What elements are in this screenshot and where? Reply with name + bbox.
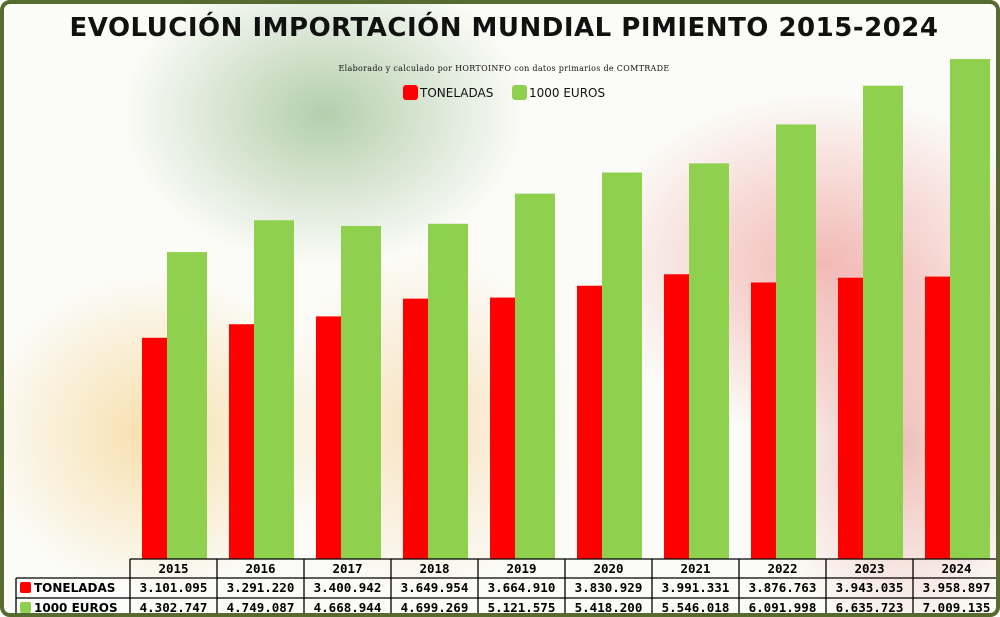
table-header-2020: 2020 <box>593 561 623 576</box>
table-cell-toneladas-2021: 3.991.331 <box>662 580 730 595</box>
table-header-2024: 2024 <box>941 561 971 576</box>
table-cell-toneladas-2022: 3.876.763 <box>749 580 817 595</box>
bar-euros-2017 <box>341 225 381 559</box>
table-header-2016: 2016 <box>245 561 275 576</box>
bar-euros-2016 <box>254 220 294 559</box>
table-cell-euros-2015: 4.302.747 <box>140 600 208 615</box>
legend-swatch-toneladas <box>403 85 418 100</box>
table-cell-euros-2022: 6.091.998 <box>749 600 817 615</box>
table-cell-toneladas-2024: 3.958.897 <box>923 580 991 595</box>
table-header-2019: 2019 <box>506 561 536 576</box>
bar-euros-2015 <box>167 252 207 559</box>
table-cell-toneladas-2019: 3.664.910 <box>488 580 556 595</box>
bar-euros-2019 <box>515 193 555 559</box>
legend-label-toneladas: TONELADAS <box>419 86 493 100</box>
bar-euros-2022 <box>776 124 816 560</box>
chart-legend: TONELADAS 1000 EUROS <box>403 85 605 100</box>
table-cell-toneladas-2017: 3.400.942 <box>314 580 382 595</box>
bar-euros-2024 <box>950 59 990 559</box>
table-row-label-euros: 1000 EUROS <box>34 601 118 615</box>
bar-euros-2023 <box>863 85 903 559</box>
table-cell-euros-2018: 4.699.269 <box>401 600 469 615</box>
table-cell-euros-2019: 5.121.575 <box>488 600 556 615</box>
table-cell-toneladas-2020: 3.830.929 <box>575 580 643 595</box>
table-header-2015: 2015 <box>158 561 188 576</box>
table-cell-euros-2024: 7.009.135 <box>923 600 991 615</box>
table-header-2023: 2023 <box>854 561 884 576</box>
table-cell-toneladas-2023: 3.943.035 <box>836 580 904 595</box>
table-row-label-bg <box>16 578 130 598</box>
table-row-label-bg <box>16 598 130 613</box>
table-swatch-toneladas <box>20 582 31 593</box>
bar-group <box>142 59 990 560</box>
table-cell-toneladas-2016: 3.291.220 <box>227 580 295 595</box>
table-header-2022: 2022 <box>767 561 797 576</box>
table-cell-toneladas-2018: 3.649.954 <box>401 580 469 595</box>
chart-subtitle: Elaborado y calculado por HORTOINFO con … <box>339 64 670 73</box>
table-cell-toneladas-2015: 3.101.095 <box>140 580 208 595</box>
chart-canvas: EVOLUCIÓN IMPORTACIÓN MUNDIAL PIMIENTO 2… <box>15 11 996 615</box>
table-cell-euros-2017: 4.668.944 <box>314 600 382 615</box>
legend-label-euros: 1000 EUROS <box>529 86 605 100</box>
table-cell-euros-2016: 4.749.087 <box>227 600 295 615</box>
table-header-2018: 2018 <box>419 561 449 576</box>
table-row-label-toneladas: TONELADAS <box>34 581 115 595</box>
bar-euros-2018 <box>428 223 468 560</box>
table-swatch-euros <box>20 602 31 613</box>
chart-title: EVOLUCIÓN IMPORTACIÓN MUNDIAL PIMIENTO 2… <box>70 11 939 43</box>
legend-swatch-euros <box>512 85 527 100</box>
data-table: 2015 2016 2017 2018 2019 2020 2021 2022 2023 2024… <box>15 558 996 615</box>
bar-euros-2020 <box>602 172 642 559</box>
bar-euros-2021 <box>689 163 729 560</box>
table-cell-euros-2021: 5.546.018 <box>662 600 730 615</box>
table-header-2021: 2021 <box>680 561 710 576</box>
table-cell-euros-2023: 6.635.723 <box>836 600 904 615</box>
table-header-2017: 2017 <box>332 561 362 576</box>
table-cell-euros-2020: 5.418.200 <box>575 600 643 615</box>
